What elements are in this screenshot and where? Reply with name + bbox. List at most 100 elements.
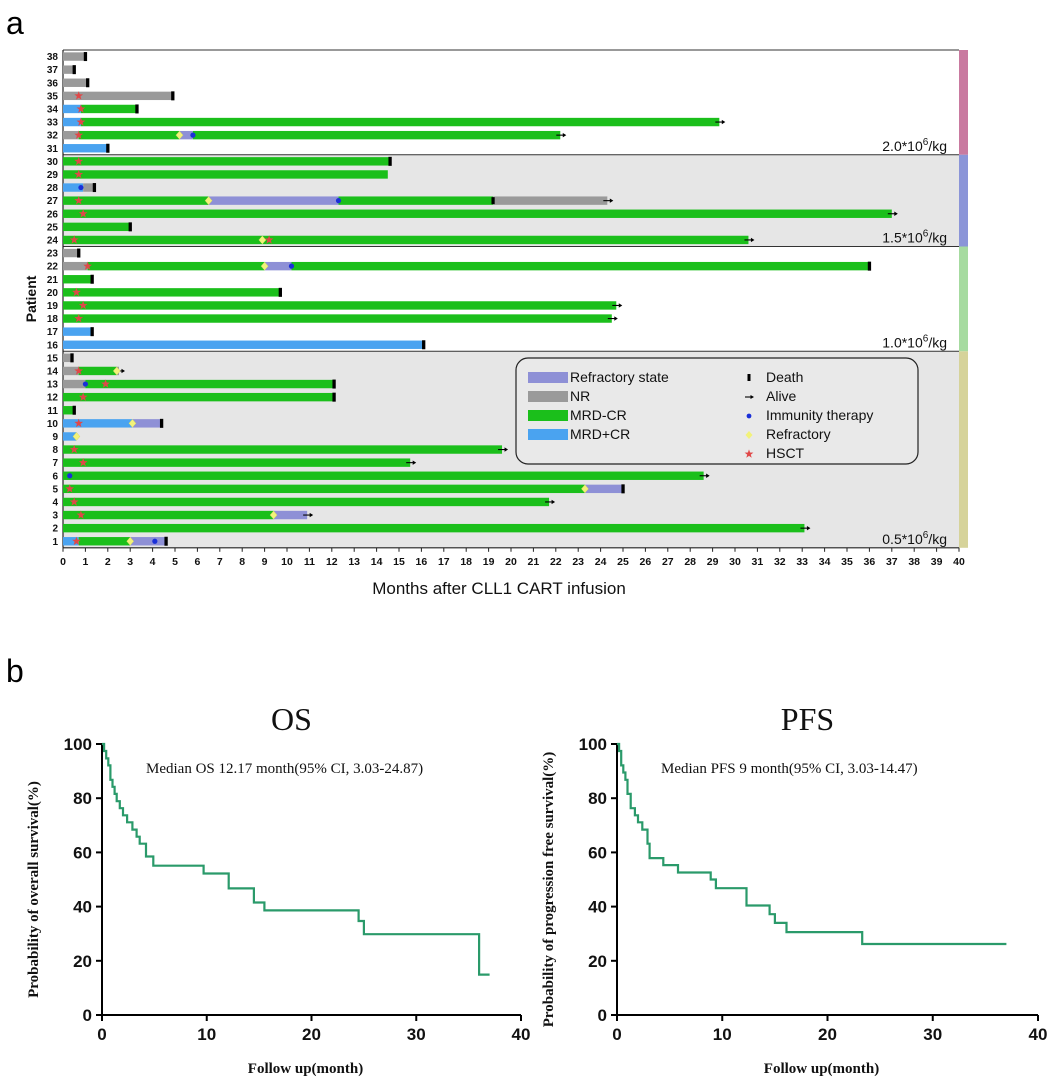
hsct-marker	[78, 209, 88, 218]
x-tick-label: 17	[438, 556, 450, 568]
dose-label: 1.5*106/kg	[882, 229, 947, 246]
patient-bar-segment	[192, 130, 561, 140]
y-tick-label: 40	[73, 898, 92, 917]
patient-bar-segment	[63, 445, 503, 454]
patient-id-label: 33	[47, 118, 59, 129]
x-tick-label: 9	[262, 556, 268, 568]
patient-id-label: 17	[47, 327, 59, 338]
patient-id-label: 11	[47, 406, 58, 417]
patient-bar-segment	[87, 261, 265, 271]
x-tick-label: 15	[393, 556, 405, 568]
hsct-marker	[74, 366, 84, 375]
y-tick-label: 80	[73, 789, 92, 808]
x-tick-label: 30	[407, 1025, 426, 1044]
patient-bar-segment	[63, 340, 424, 349]
patient-bar-segment	[63, 130, 79, 140]
hsct-marker	[74, 418, 84, 428]
x-tick-label: 18	[460, 556, 472, 568]
chart-title: PFS	[781, 701, 834, 737]
legend-label-mrd-pos-cr: MRD+CR	[570, 426, 630, 442]
x-tick-label: 8	[239, 556, 245, 568]
hsct-marker	[78, 458, 88, 467]
x-tick-label: 20	[302, 1025, 321, 1044]
x-tick-label: 3	[127, 556, 133, 568]
immunity-therapy-marker	[190, 132, 196, 138]
hsct-marker	[264, 235, 274, 244]
x-tick-label: 28	[684, 556, 696, 568]
hsct-marker	[69, 235, 79, 244]
death-marker	[422, 340, 426, 350]
y-axis-title: Probability of progression free survival…	[541, 752, 557, 1028]
patient-id-label: 37	[47, 65, 59, 76]
dose-group-band	[959, 154, 968, 247]
x-tick-label: 20	[818, 1025, 837, 1044]
x-tick-label: 24	[595, 556, 607, 568]
patient-id-label: 23	[47, 249, 59, 260]
patient-bar-segment	[63, 471, 704, 480]
hsct-marker	[78, 392, 88, 401]
hsct-marker	[76, 510, 86, 519]
x-tick-label: 25	[617, 556, 629, 568]
alive-arrow-head	[806, 525, 811, 531]
patient-id-label: 5	[52, 484, 58, 495]
patient-bar-segment	[338, 196, 494, 205]
alive-arrow-head	[412, 460, 417, 465]
dose-group-band	[959, 246, 968, 352]
patient-bar-segment	[78, 130, 180, 140]
patient-id-label: 9	[52, 432, 58, 443]
legend-label-immunity: Immunity therapy	[766, 407, 873, 423]
patient-bar-segment	[63, 261, 88, 271]
x-tick-label: 37	[886, 556, 898, 568]
refractory-marker	[260, 261, 269, 271]
survival-curve	[102, 742, 490, 976]
legend-swatch-mrd-pos-cr	[528, 429, 568, 440]
patient-id-label: 4	[52, 497, 58, 508]
patient-id-label: 3	[52, 511, 58, 522]
x-tick-label: 13	[348, 556, 360, 568]
patient-id-label: 24	[47, 235, 59, 246]
hsct-marker	[78, 300, 88, 310]
patient-bar-segment	[63, 484, 585, 494]
patient-bar-segment	[63, 248, 79, 258]
death-marker	[90, 274, 94, 284]
alive-arrow-head	[614, 316, 618, 321]
dose-label: 2.0*106/kg	[882, 137, 947, 154]
patient-bar-segment	[291, 261, 870, 271]
y-tick-label: 80	[588, 789, 607, 808]
patient-id-label: 13	[47, 380, 59, 391]
alive-arrow-head	[750, 237, 755, 243]
x-tick-label: 33	[796, 556, 808, 568]
patient-bar-segment	[63, 497, 550, 507]
patient-id-label: 12	[47, 393, 59, 404]
hsct-marker	[69, 444, 79, 454]
dose-label: 1.0*106/kg	[882, 333, 947, 350]
patient-bar-segment	[78, 366, 117, 376]
alive-arrow-head	[121, 368, 125, 374]
legend-label-hsct: HSCT	[766, 445, 805, 461]
patient-bar-segment	[63, 432, 77, 441]
x-tick-label: 23	[572, 556, 584, 568]
patient-bar-segment	[63, 157, 391, 166]
dose-label: 0.5*106/kg	[882, 530, 947, 547]
refractory-marker	[112, 366, 121, 376]
alive-arrow-head	[504, 447, 509, 452]
death-marker	[83, 52, 88, 62]
patient-bar-segment	[179, 130, 193, 140]
death-marker	[332, 392, 336, 402]
x-tick-label: 16	[416, 556, 428, 568]
patient-id-label: 22	[47, 262, 59, 273]
legend-swatch-mrd-neg-cr	[528, 410, 568, 421]
patient-bar-segment	[63, 196, 209, 205]
patient-id-label: 28	[47, 183, 59, 194]
legend-symbol-refractory	[745, 431, 753, 439]
patient-id-label: 35	[47, 91, 59, 102]
death-marker	[72, 405, 76, 415]
hsct-marker	[74, 313, 84, 323]
pfs-km-chart: PFS 0 20 40 60 80 100 0 10 20 30 40 Follow up(month)…	[541, 701, 1047, 1077]
immunity-therapy-marker	[82, 381, 88, 387]
death-marker	[159, 418, 164, 428]
alive-arrow-head	[721, 119, 726, 125]
x-tick-label: 0	[60, 556, 66, 568]
x-tick-label: 39	[931, 556, 943, 568]
death-marker	[171, 91, 175, 101]
